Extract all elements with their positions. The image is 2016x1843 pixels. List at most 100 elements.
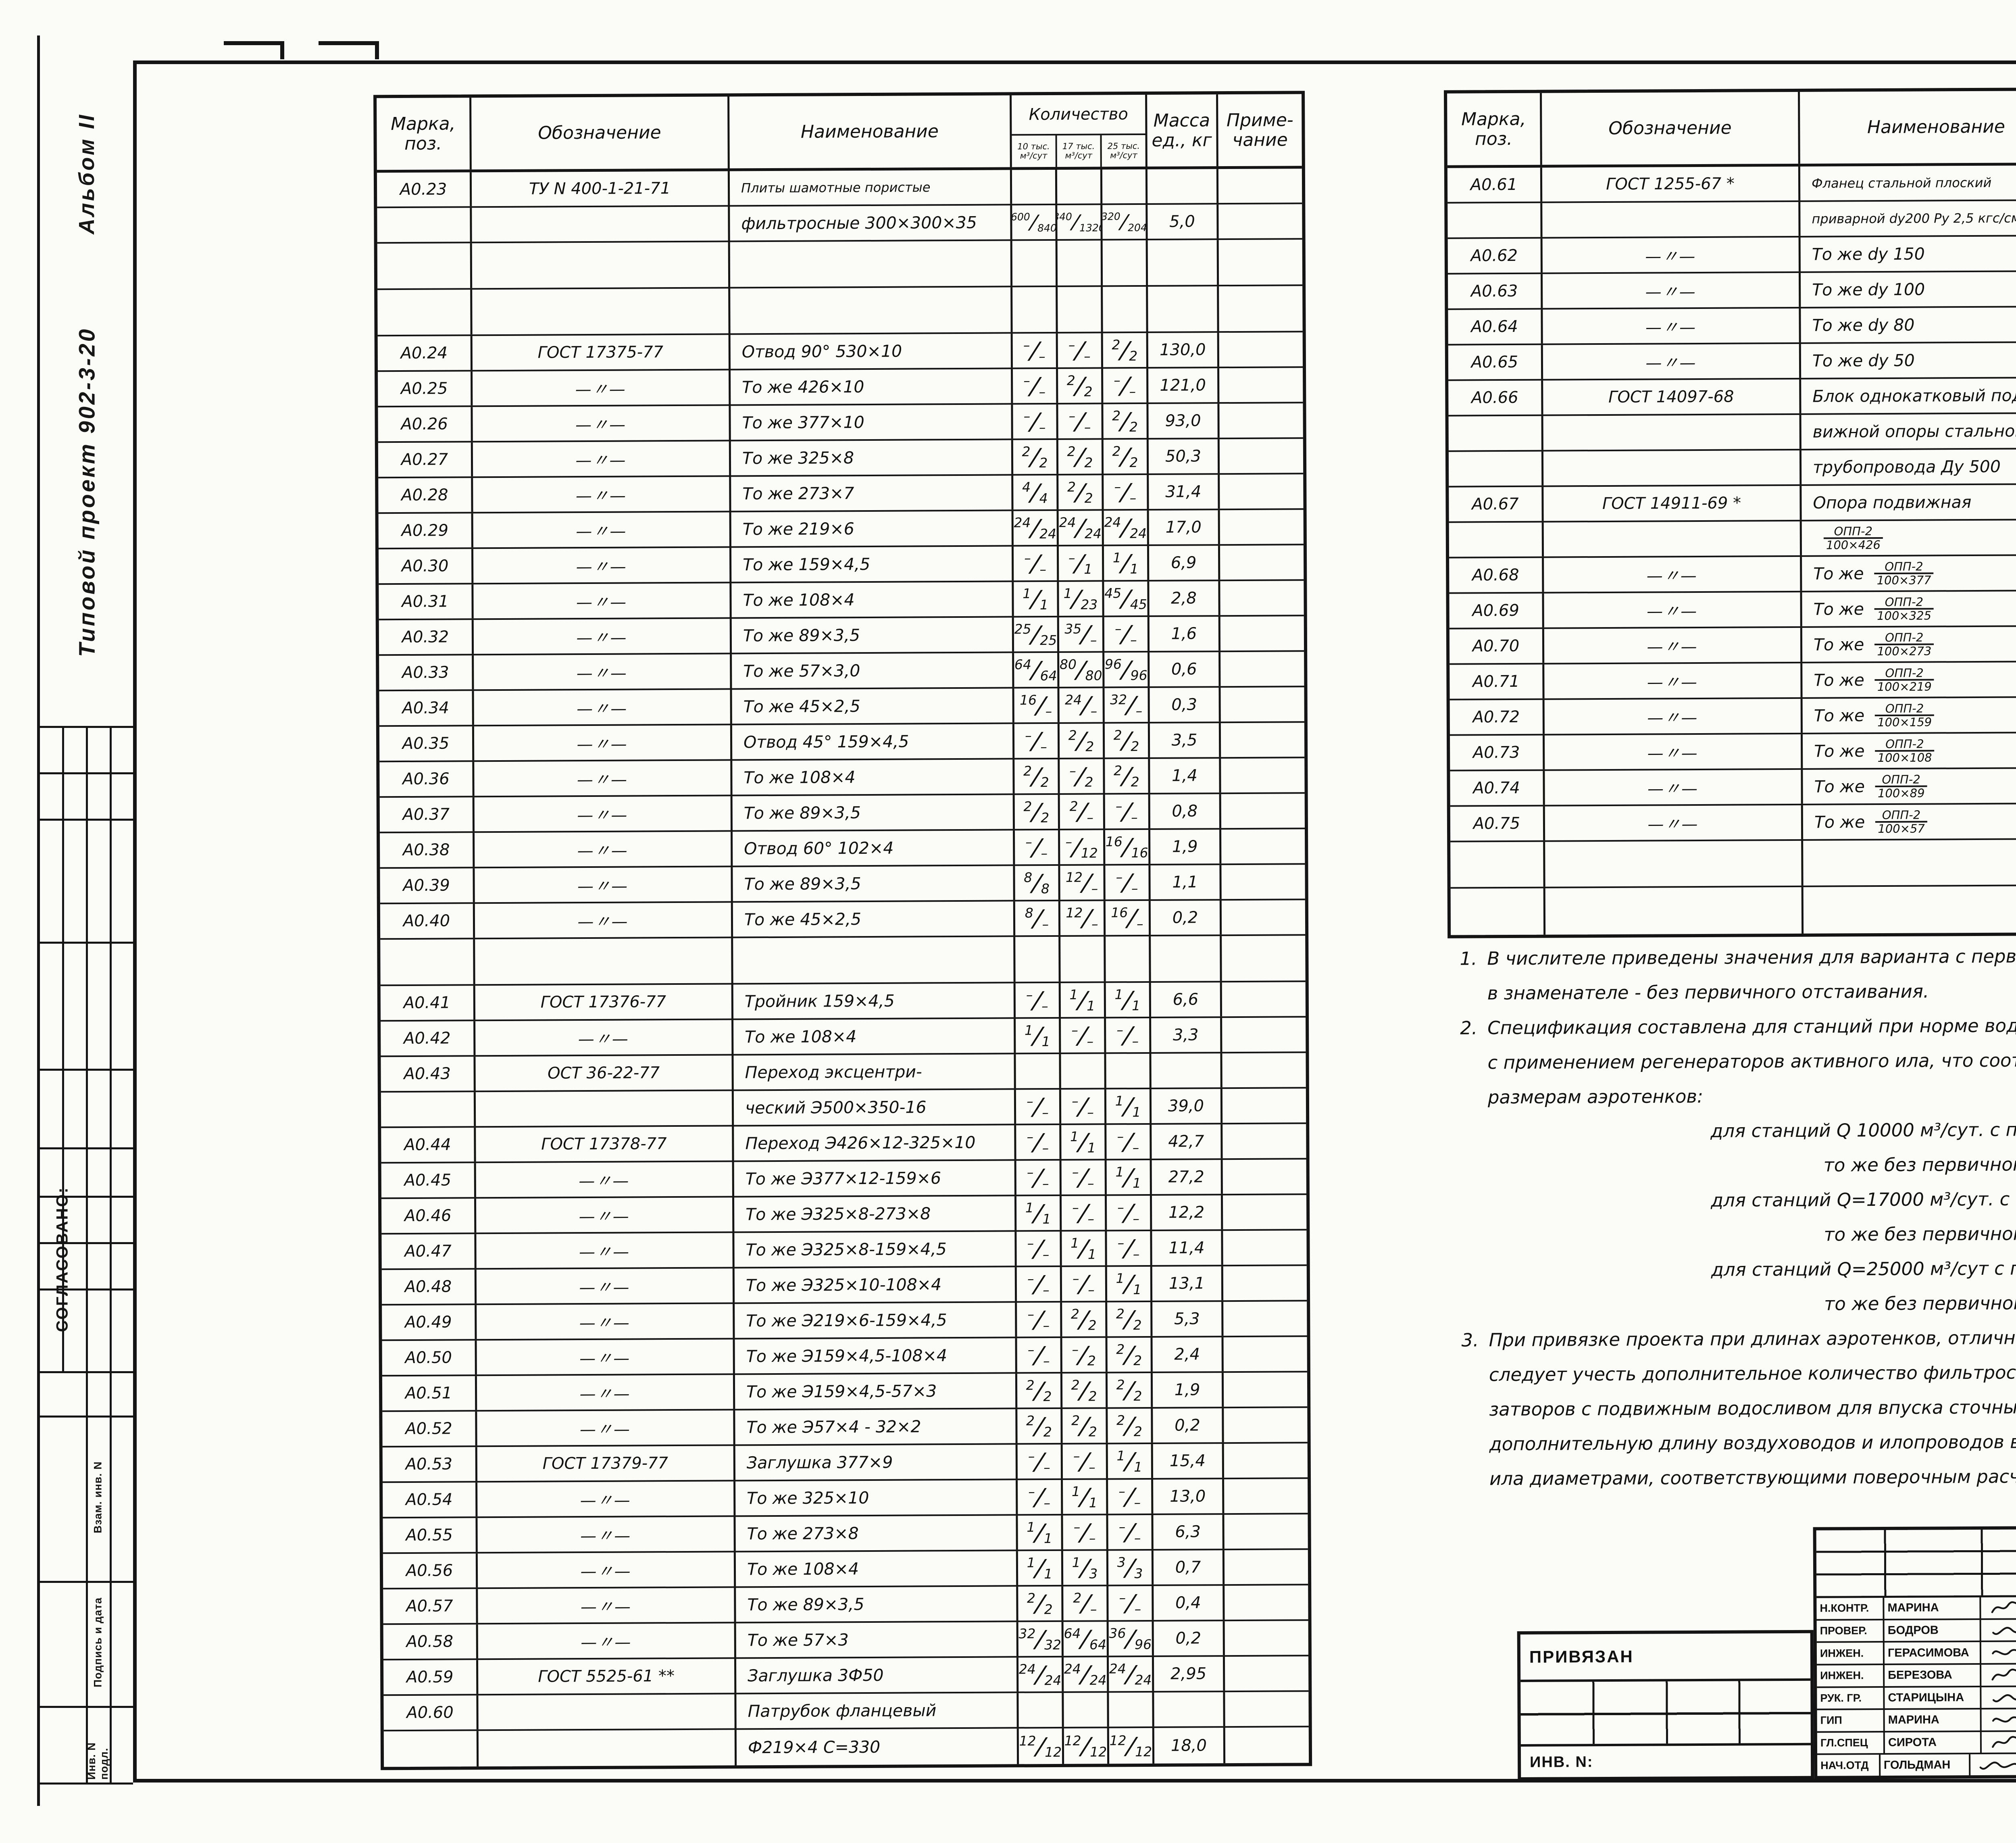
quantity-fraction: – / – [1024,550,1047,578]
name-cell: То же Э159×4,5-57×3 [735,1374,1018,1409]
quantity-fraction: – / – [1117,1128,1139,1156]
table-row: А0.64—〃—То же dy 8018/1826/––/–1,84 [1448,306,2016,346]
mass-cell: 2,4 [1152,1337,1224,1372]
signer-name: ГЕРАСИМОВА [1884,1642,1982,1664]
table-row: А0.44 ГОСТ 17378-77 Переход Э426×12-325×10… [381,1124,1306,1164]
mass-cell: 3,5 [1150,723,1221,757]
mass-cell [1148,286,1219,331]
name-cell: Заглушка 3Ф50 [736,1657,1019,1693]
quantity-fraction: 1/1 [1115,1163,1141,1191]
quantity-cell [1109,1692,1154,1727]
quantity-fraction: 1/1 [1112,549,1139,577]
mass-cell: 6,6 [1151,982,1223,1017]
name-cell: То же 89×3,5 [732,795,1015,830]
quantity-cell: 16/– [1105,901,1151,935]
note-cell [1223,1124,1306,1158]
position-cell: А0.71 [1450,664,1545,699]
quantity-cell: 2/2 [1107,1337,1153,1372]
quantity-fraction: 1/1 [1071,1483,1098,1511]
table-row: А0.38 —〃— Отвод 60° 102×4 – / – –/12 16/16 1,9 [380,829,1305,869]
name-cell: Патрубок фланцевый [736,1693,1019,1728]
quantity-cell: 2/2 [1107,1302,1153,1336]
note-cell [1223,1266,1307,1300]
quantity-cell: 35/– [1059,617,1105,651]
position-cell: А0.64 [1448,309,1543,344]
name-cell: То же Э377×12-159×6 [734,1161,1016,1196]
quantity-fraction: – / – [1072,1270,1095,1298]
name-cell: Заглушка 377×9 [735,1445,1018,1480]
name-cell: То же Э325×8-159×4,5 [734,1232,1017,1267]
designation-cell: —〃— [476,1233,735,1268]
designation-cell: —〃— [1544,698,1803,734]
position-cell: А0.75 [1450,806,1545,841]
quantity-fraction: – / – [1027,1270,1050,1298]
note-cell [1223,1159,1306,1194]
quantity-fraction: 1/1 [1115,1092,1141,1120]
mass-cell: 1,6 [1149,617,1221,651]
quantity-cell: 36/96 [1108,1621,1154,1656]
mass-cell: 15,4 [1153,1444,1225,1478]
table-row: А0.43 ОСТ 36-22-77 Переход эксцентри- [381,1053,1306,1093]
table-row: А0.29 —〃— То же 219×6 24/24 24/24 24/24 17,0 [378,510,1304,550]
table-row: А0.47 —〃— То же Э325×8-159×4,5 – / – 1/1 – / – 11,… [381,1230,1307,1270]
quantity-fraction: 2/2 [1068,727,1094,755]
quantity-fraction: 12/– [1065,869,1098,896]
name-cell: То же ОПП-2 100×108 [1802,733,2016,768]
quantity-cell: 25/25 [1014,617,1060,652]
signature-row: Н.КОНТР. МАРИНА [1816,1597,2016,1621]
quantity-fraction: 1/1 [1023,585,1048,613]
table-row: А0.54 —〃— То же 325×10 – / – 1/1 – / – 13,0 [383,1479,1308,1519]
quantity-cell: 1/3 [1063,1551,1109,1585]
quantity-cell [1015,936,1061,982]
name-cell: То же ОПП-2 100×159 [1802,697,2016,733]
designation-cell: —〃— [1545,769,1803,805]
name-cell: То же 89×3,5 [736,1587,1018,1622]
name-cell: Фланец стальной плоский [1800,165,2016,200]
note-line: дополнительную длину воздуховодов и илоп… [1489,1430,2016,1455]
note-cell [1219,240,1302,285]
quantity-fraction: 12/– [1066,904,1098,932]
quantity-fraction: – / – [1027,1235,1050,1263]
quantity-fraction: 16/– [1019,692,1052,719]
designation-cell: —〃— [1542,237,1801,273]
position-cell: А0.50 [382,1341,477,1375]
quantity-cell: – / – [1012,333,1058,368]
designation-cell: —〃— [1544,734,1803,769]
quantity-cell: 8/– [1015,901,1061,936]
name-cell: То же dy 150 [1800,236,2016,271]
mass-cell: 17,0 [1149,510,1220,544]
name-cell: То же ОПП-2 100×325 [1802,591,2016,626]
note-cell [1221,865,1305,899]
quantity-fraction: – / – [1073,1518,1096,1546]
divider-line [86,726,88,1783]
quantity-fraction: –/1 [1068,549,1093,577]
position-cell: А0.72 [1450,700,1545,734]
table-row: А0.63—〃—То же dy 1002/2–/2634/342,14 [1448,270,2016,310]
position-cell: А0.48 [381,1270,477,1304]
designation-cell: —〃— [473,512,731,548]
position-cell: А0.26 [378,407,473,442]
quantity-fraction: 2/2 [1116,1341,1142,1369]
signature-row: ГЛ.СПЕЦ СИРОТА [1817,1731,2016,1755]
table-row: А0.62—〃—То же dy 1504/42/22/23,43 [1447,235,2016,275]
position-cell: А0.60 [383,1695,479,1730]
quantity-cell: – / – [1013,546,1059,581]
mass-cell: 130,0 [1148,333,1220,367]
quantity-fraction: – / – [1116,869,1138,896]
quantity-cell: 2/2 [1018,1586,1064,1621]
quantity-cell: 80/80 [1059,653,1105,687]
designation-cell: ГОСТ 17376-77 [475,984,734,1020]
name-cell: То же dy 100 [1801,271,2016,307]
note-cell [1219,368,1303,402]
quantity-fraction: 2/2 [1071,1412,1097,1440]
designation-cell: ТУ N 400-1-21-71 [471,171,730,206]
signature-rows: Н.КОНТР. МАРИНА ПРОВЕР. БОДРОВ ИНЖЕН. ГЕРАСИМ… [1816,1597,2016,1776]
name-cell: То же 45×2,5 [732,688,1014,724]
quantity-cell: 1/1 [1107,1266,1153,1301]
name-cell: ческий Э500×350-16 [733,1090,1016,1125]
quantity-fraction: 96/96 [1104,656,1148,684]
position-cell: А0.40 [380,904,475,938]
quantity-fraction: –/12 [1065,833,1098,861]
